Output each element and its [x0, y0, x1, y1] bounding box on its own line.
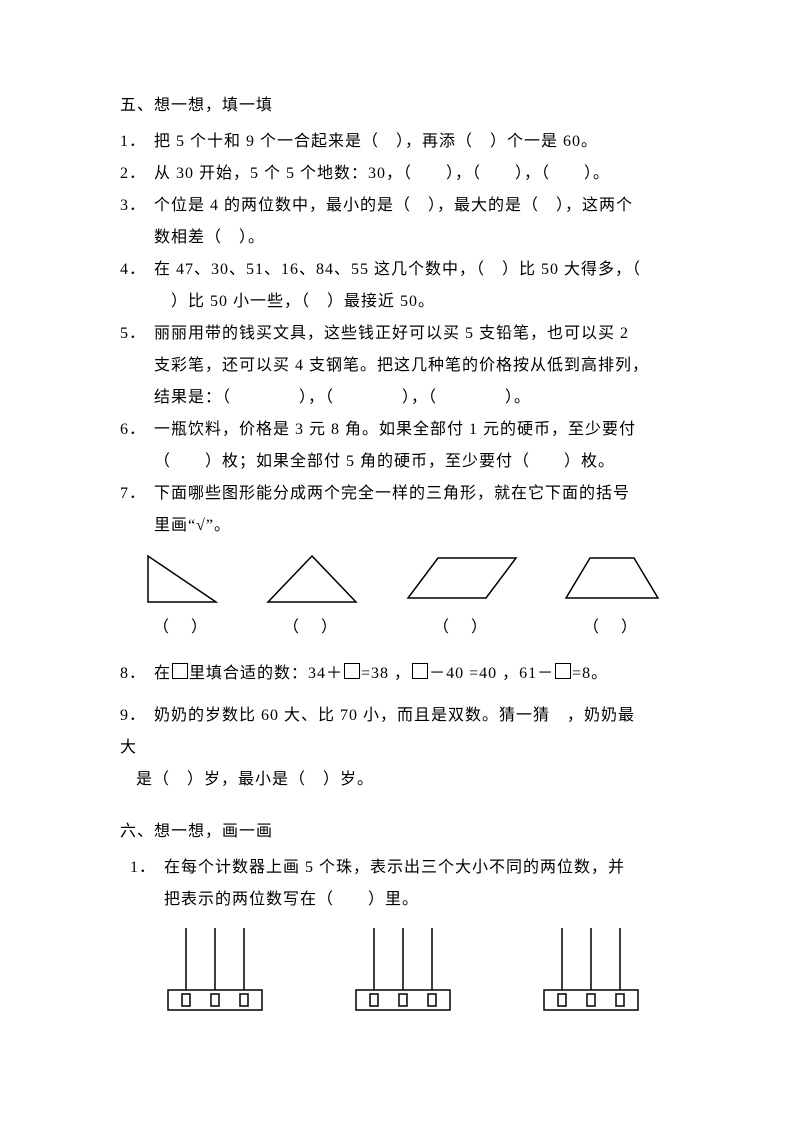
question-text: 一瓶饮料，价格是 3 元 8 角。如果全部付 1 元的硬币，至少要付	[154, 414, 685, 446]
question-number: 6．	[120, 414, 154, 446]
question-3-cont: 数相差（ ）。	[120, 222, 685, 254]
question-6-1: 1． 在每个计数器上画 5 个珠，表示出三个大小不同的两位数，并	[120, 852, 685, 884]
parallelogram-icon	[402, 550, 522, 610]
question-number: 5．	[120, 318, 154, 350]
q8-text-4: －40 =40 ，61－	[429, 665, 554, 682]
question-6-1-cont: 把表示的两位数写在（ ）里。	[120, 884, 685, 916]
shape-trapezoid: （ ）	[560, 550, 664, 644]
abacus-icon	[166, 928, 264, 1014]
section-5-title: 五、想一想，填一填	[120, 90, 685, 122]
abacus-row	[120, 928, 685, 1014]
blank-box-icon	[412, 663, 428, 679]
triangle-icon	[260, 550, 364, 610]
question-3: 3． 个位是 4 的两位数中，最小的是（ ），最大的是（ ），这两个	[120, 190, 685, 222]
question-number: 3．	[120, 190, 154, 222]
q8-text-1: 在	[154, 665, 171, 682]
question-text: 把 5 个十和 9 个一合起来是（ ），再添（ ）个一是 60。	[154, 126, 685, 158]
question-5: 5． 丽丽用带的钱买文具，这些钱正好可以买 5 支铅笔，也可以买 2	[120, 318, 685, 350]
shape-isoceles-triangle: （ ）	[260, 550, 364, 644]
question-6-cont: （ ）枚；如果全部付 5 角的硬币，至少要付（ ）枚。	[120, 446, 685, 478]
question-number: 4．	[120, 254, 154, 286]
question-text: 个位是 4 的两位数中，最小的是（ ），最大的是（ ），这两个	[154, 190, 685, 222]
question-text: 在 里填合适的数：34＋ =38 ， －40 =40 ，61－ =8。	[154, 658, 685, 690]
question-6: 6． 一瓶饮料，价格是 3 元 8 角。如果全部付 1 元的硬币，至少要付	[120, 414, 685, 446]
blank-box-icon	[344, 663, 360, 679]
question-number: 2．	[120, 158, 154, 190]
question-7-cont: 里画“√”。	[120, 510, 685, 542]
q8-text-2: 里填合适的数：34＋	[189, 665, 343, 682]
right-triangle-icon	[142, 550, 222, 610]
question-number: 1．	[130, 852, 164, 884]
question-9: 9． 奶奶的岁数比 60 大、比 70 小，而且是双数。猜一猜 ，奶奶最	[120, 700, 685, 732]
question-9-cont: 大	[120, 732, 685, 764]
section-6-title: 六、想一想，画一画	[120, 816, 685, 848]
answer-blank: （ ）	[283, 612, 340, 644]
question-1: 1． 把 5 个十和 9 个一合起来是（ ），再添（ ）个一是 60。	[120, 126, 685, 158]
abacus-icon	[542, 928, 640, 1014]
blank-box-icon	[555, 663, 571, 679]
question-text: 在 47、30、51、16、84、55 这几个数中，（ ）比 50 大得多，（	[154, 254, 685, 286]
q8-text-3: =38 ，	[361, 665, 411, 682]
question-4: 4． 在 47、30、51、16、84、55 这几个数中，（ ）比 50 大得多…	[120, 254, 685, 286]
abacus-icon	[354, 928, 452, 1014]
question-7: 7． 下面哪些图形能分成两个完全一样的三角形，就在它下面的括号	[120, 478, 685, 510]
shape-right-triangle: （ ）	[142, 550, 222, 644]
shape-parallelogram: （ ）	[402, 550, 522, 644]
answer-blank: （ ）	[433, 612, 490, 644]
question-number: 8．	[120, 658, 154, 690]
question-text: 下面哪些图形能分成两个完全一样的三角形，就在它下面的括号	[154, 478, 685, 510]
question-text: 从 30 开始，5 个 5 个地数：30，（ ），（ ），（ ）。	[154, 158, 685, 190]
question-number: 1．	[120, 126, 154, 158]
question-9-cont2: 是（ ）岁，最小是（ ）岁。	[120, 764, 685, 796]
question-2: 2． 从 30 开始，5 个 5 个地数：30，（ ），（ ），（ ）。	[120, 158, 685, 190]
shapes-row: （ ） （ ） （ ） （ ）	[120, 550, 685, 644]
blank-box-icon	[172, 663, 188, 679]
trapezoid-icon	[560, 550, 664, 610]
question-8: 8． 在 里填合适的数：34＋ =38 ， －40 =40 ，61－ =8。	[120, 658, 685, 690]
question-5-cont2: 结果是：（ ），（ ），（ ）。	[120, 382, 685, 414]
question-text: 在每个计数器上画 5 个珠，表示出三个大小不同的两位数，并	[164, 852, 685, 884]
q8-text-5: =8。	[572, 665, 608, 682]
answer-blank: （ ）	[153, 612, 210, 644]
question-5-cont: 支彩笔，还可以买 4 支钢笔。把这几种笔的价格按从低到高排列，	[120, 350, 685, 382]
question-text: 丽丽用带的钱买文具，这些钱正好可以买 5 支铅笔，也可以买 2	[154, 318, 685, 350]
question-number: 7．	[120, 478, 154, 510]
answer-blank: （ ）	[583, 612, 640, 644]
question-number: 9．	[120, 700, 154, 732]
worksheet-page: 五、想一想，填一填 1． 把 5 个十和 9 个一合起来是（ ），再添（ ）个一…	[0, 0, 800, 1054]
question-text: 奶奶的岁数比 60 大、比 70 小，而且是双数。猜一猜 ，奶奶最	[154, 700, 685, 732]
question-4-cont: ）比 50 小一些，（ ）最接近 50。	[120, 286, 685, 318]
